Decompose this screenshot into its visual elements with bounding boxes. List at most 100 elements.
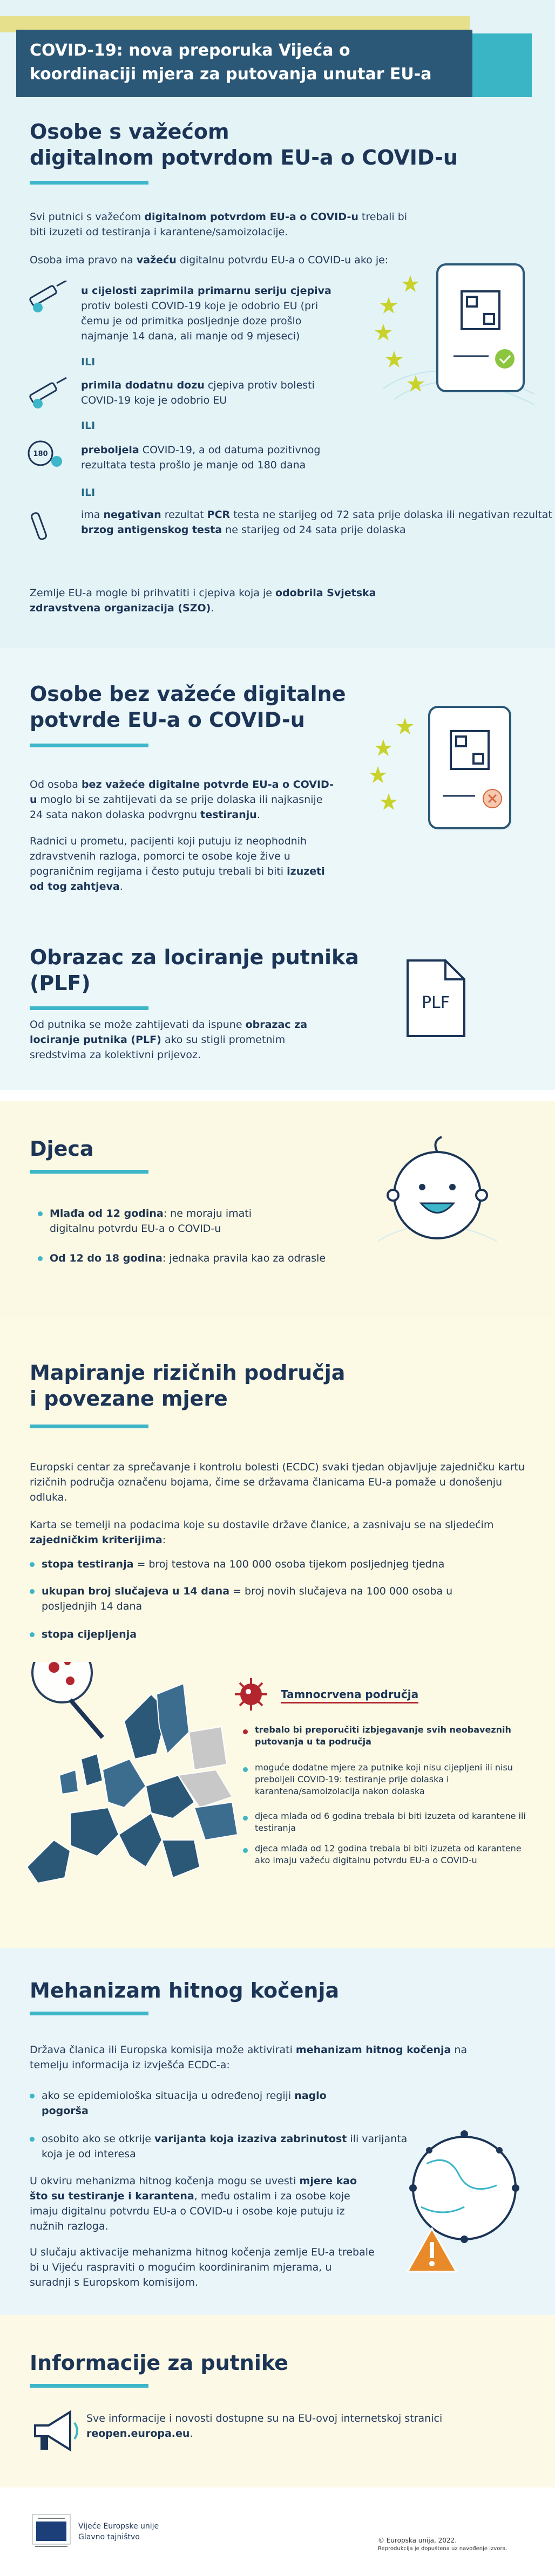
copyright: © Europska unija, 2022. [378, 2537, 457, 2544]
bold-text: brzog antigenskog testa [81, 524, 222, 536]
text-run: digitalnu potvrdu EU-a o COVID-u ako je: [176, 254, 389, 266]
paragraph: Osoba ima pravo na važeću digitalnu potv… [30, 253, 418, 268]
paragraph: U slučaju aktivacije mehanizma hitnog ko… [30, 2245, 375, 2290]
paragraph: Radnici u prometu, pacijenti koji putuju… [30, 834, 337, 894]
bold-text: testiranju [200, 809, 257, 821]
eligibility-item: preboljela COVID-19, a od datuma pozitiv… [81, 442, 335, 473]
heading-underline [30, 181, 148, 185]
text-run: Europski centar za sprečavanje i kontrol… [30, 1461, 525, 1503]
section-heading: Osobe bez važeće digitalne potvrde EU-a o… [30, 681, 346, 733]
virus-icon [235, 1678, 267, 1710]
link[interactable]: reopen.europa.eu [86, 2428, 190, 2439]
bold-text: varijanta koja izaziva zabrinutost [154, 2133, 347, 2145]
text-run: cjepiva protiv bolesti COVID-19 koje je … [81, 379, 315, 406]
text-run: moglo bi se zahtijevati da se prije dola… [30, 794, 323, 821]
text-run: rezultat [161, 509, 207, 521]
section-heading: Informacije za putnike [30, 2350, 288, 2376]
bullet: ako se epidemiološka situacija u određen… [30, 2088, 366, 2118]
text-run: . [211, 602, 214, 614]
text-run: , među ostalim i za osobe koje imaju dig… [30, 2190, 350, 2232]
text-run: ne starijeg od 24 sata prije dolaska [222, 524, 406, 536]
text-run: djeca mlađa od 12 godina trebala bi biti… [255, 1843, 522, 1865]
paragraph: Od putnika se može zahtijevati da ispune… [30, 1017, 332, 1062]
heading-line: (PLF) [30, 971, 91, 995]
text-run: Od osoba [30, 779, 82, 790]
text-run: Država članica ili Europska komisija mož… [30, 2044, 296, 2056]
council-logo [32, 2514, 71, 2547]
text-run: ako su stigli prometnim sredstvima za ko… [30, 1034, 286, 1061]
bold-text: trebalo bi preporučiti izbjegavanje svih… [255, 1725, 511, 1747]
bold-text: Mlađa od 12 godina [50, 1208, 164, 1219]
legend-bullet: trebalo bi preporučiti izbjegavanje svih… [243, 1724, 536, 1748]
heading-line: Mehanizam hitnog kočenja [30, 1979, 340, 2002]
paragraph: Europski centar za sprečavanje i kontrol… [30, 1460, 526, 1505]
text-run: : [162, 1534, 166, 1546]
europe-map [26, 1662, 239, 1884]
text-run: djeca mlađa od 6 godina trebala bi biti … [255, 1811, 526, 1833]
icon-label: PLF [422, 993, 450, 1012]
text-run: : ne moraju imati digitalnu potvrdu EU-a… [50, 1208, 252, 1235]
brake-illustration [406, 2130, 519, 2273]
heading-line: Informacije za putnike [30, 2351, 288, 2375]
or-label: ILI [81, 487, 96, 499]
bold-text: digitalnom potvrdom EU-a o COVID-u [144, 211, 358, 223]
text-run: U okviru mehanizma hitnog kočenja mogu s… [30, 2175, 300, 2187]
bullet: osobito ako se otkrije varijanta koja iz… [30, 2131, 409, 2162]
bullet: stopa cijepljenja [30, 1627, 419, 1642]
paragraph: Sve informacije i novosti dostupne su na… [86, 2411, 529, 2441]
icon-label: 180 [33, 450, 48, 458]
bullet: Mlađa od 12 godina: ne moraju imati digi… [38, 1206, 276, 1236]
bold-text: ukupan broj slučajeva u 14 dana [42, 1585, 230, 1597]
heading-line: Mapiranje rizičnih područja [30, 1361, 346, 1385]
text-run: Sve informacije i novosti dostupne su na… [86, 2413, 443, 2424]
bullet: ukupan broj slučajeva u 14 dana = broj n… [30, 1584, 463, 1614]
bold-text: zajedničkim kriterijima [30, 1534, 163, 1546]
text-run: na temelju informacija iz izvješća ECDC-… [30, 2044, 468, 2071]
heading-line: potvrde EU-a o COVID-u [30, 708, 305, 732]
header-title: COVID-19: nova preporuka Vijeća o koordi… [30, 41, 432, 84]
legend-heading: Tamnocrvena područja [281, 1688, 419, 1703]
text-run: Karta se temelji na podacima koje su dos… [30, 1519, 494, 1531]
legend-bullet: moguće dodatne mjere za putnike koji nis… [243, 1762, 536, 1797]
section-heading: Obrazac za lociranje putnika (PLF) [30, 944, 359, 996]
bold-text: izuzeti od tog zahtjeva [30, 866, 325, 892]
text-run: : jednaka pravila kao za odrasle [162, 1252, 326, 1264]
heading-line: Osobe s važećom [30, 120, 229, 144]
text-run: Osoba ima pravo na [30, 254, 137, 266]
heading-line: Osobe bez važeće digitalne [30, 682, 346, 706]
item-icons: 180 [28, 281, 67, 540]
baby-icon [378, 1136, 497, 1242]
paragraph: Svi putnici s važećom digitalnom potvrdo… [30, 209, 418, 240]
text-run: Zemlje EU-a mogle bi prihvatiti i cjepiv… [30, 587, 276, 599]
bold-text: Od 12 do 18 godina [50, 1252, 163, 1264]
bullet: stopa testiranja = broj testova na 100 0… [30, 1557, 527, 1572]
text-run: Od putnika se može zahtijevati da ispune [30, 1019, 246, 1031]
legend-bullet: djeca mlađa od 6 godina trebala bi biti … [243, 1810, 536, 1834]
text-run: protiv bolesti COVID-19 koje je odobrio … [81, 300, 319, 342]
legend-bullet: djeca mlađa od 12 godina trebala bi biti… [243, 1843, 536, 1866]
bold-text: mehanizam hitnog kočenja [295, 2044, 451, 2056]
paragraph: Zemlje EU-a mogle bi prihvatiti i cjepiv… [30, 585, 386, 616]
phone-illustration [369, 706, 511, 829]
bold-text: bez važeće digitalne potvrde EU-a o COVI… [30, 779, 334, 806]
text-run: ima [81, 509, 104, 521]
bold-text: obrazac za lociranje putnika (PLF) [30, 1019, 308, 1046]
section-heading: Osobe s važećom digitalnom potvrdom EU-a … [30, 119, 458, 171]
bold-text: negativan [103, 509, 161, 521]
bold-text: preboljela [81, 444, 139, 456]
paragraph: U okviru mehanizma hitnog kočenja mogu s… [30, 2173, 375, 2234]
section-bg [0, 2315, 555, 2488]
text-run: trebali bi biti izuzeti od testiranja i … [30, 211, 408, 238]
bold-text: stopa testiranja [42, 1558, 134, 1570]
phone-illustration [375, 263, 535, 405]
heading-underline [30, 1170, 148, 1174]
header-box [16, 30, 472, 97]
or-label: ILI [81, 356, 96, 368]
paragraph: Karta se temelji na podacima koje su dos… [30, 1517, 526, 1548]
bold-text: stopa cijepljenja [42, 1628, 137, 1640]
reproduction: Reprodukcija je dopuštena uz navođenje i… [378, 2546, 507, 2552]
institution: Vijeće Europske unije [78, 2522, 159, 2531]
heading-underline [30, 2012, 148, 2015]
footer-copyright: © Europska unija, 2022. Reprodukcija je … [378, 2536, 507, 2553]
